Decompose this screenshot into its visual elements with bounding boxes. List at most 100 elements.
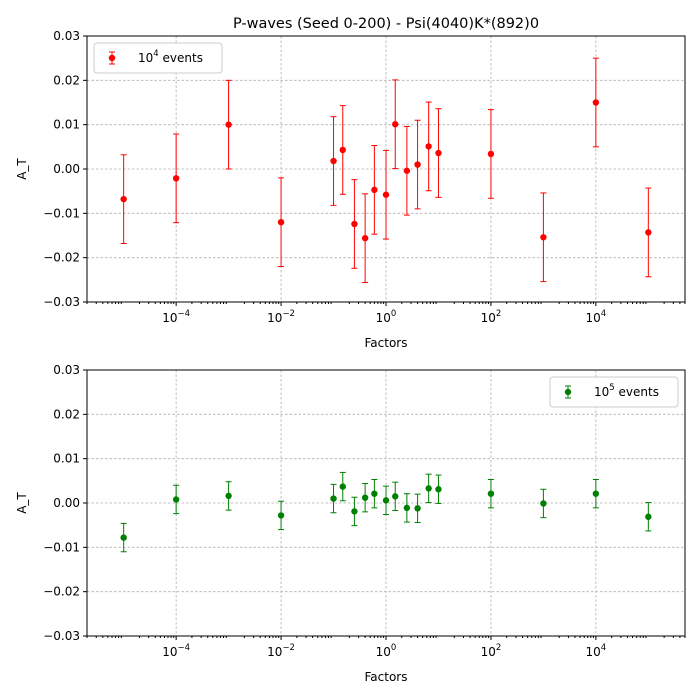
x-tick-exponent: −2 <box>282 643 295 653</box>
data-point <box>330 495 337 502</box>
y-tick-label: −0.02 <box>43 585 80 599</box>
y-tick-label: 0.00 <box>53 162 80 176</box>
data-point <box>361 494 369 501</box>
legend-base: 10 <box>138 51 153 65</box>
x-tick-label: 102 <box>481 309 502 325</box>
plot-frame <box>86 35 686 303</box>
x-tick-label: 100 <box>376 643 397 659</box>
data-point <box>425 143 432 150</box>
top-chart: 10−4 10−2 100 102 104−0.03−0.02−0.010.000.01… <box>15 16 686 350</box>
y-tick-label: 0.01 <box>53 452 80 466</box>
y-tick-label: −0.03 <box>43 295 80 309</box>
legend-label: 104 events <box>138 49 203 65</box>
x-tick-base: 10 <box>481 311 496 325</box>
legend-suffix: events <box>615 385 659 399</box>
data-point <box>277 219 285 226</box>
data-point <box>592 99 600 106</box>
data-point <box>361 234 369 242</box>
x-tick-base: 10 <box>162 311 177 325</box>
x-tick-label: 100 <box>376 309 397 325</box>
data-point <box>487 150 495 158</box>
legend-marker-point <box>108 54 116 62</box>
legend-label: 105 events <box>594 383 659 399</box>
x-tick-exponent: −4 <box>178 643 191 653</box>
legend-exponent: 4 <box>153 49 158 59</box>
data-point <box>172 496 180 503</box>
x-tick-base: 10 <box>586 645 601 659</box>
data-point <box>225 121 232 128</box>
x-tick-base: 10 <box>376 645 391 659</box>
data-point <box>371 490 378 497</box>
x-tick-exponent: 0 <box>391 309 396 319</box>
y-tick-label: 0.03 <box>53 29 80 43</box>
data-point <box>371 186 378 194</box>
data-point <box>392 121 399 128</box>
y-tick-label: 0.02 <box>53 407 80 421</box>
y-tick-label: 0.00 <box>53 496 80 510</box>
x-tick-label: 104 <box>586 643 607 659</box>
legend-exponent: 5 <box>609 383 614 393</box>
x-axis-label: Factors <box>365 336 408 350</box>
x-tick-label: 10−4 <box>162 309 190 325</box>
data-point <box>435 149 442 157</box>
x-tick-exponent: 4 <box>601 643 606 653</box>
data-point <box>592 490 600 497</box>
x-tick-label: 10−2 <box>267 309 295 325</box>
x-tick-exponent: 0 <box>391 643 396 653</box>
data-point <box>351 508 358 515</box>
x-tick-label: 10−4 <box>162 643 190 659</box>
x-axis-label: Factors <box>365 670 408 684</box>
data-point <box>339 146 346 154</box>
data-point <box>414 505 421 512</box>
data-point <box>392 493 399 500</box>
data-point <box>425 485 432 492</box>
series <box>120 471 652 553</box>
data-point <box>487 490 495 497</box>
x-tick-base: 10 <box>481 645 496 659</box>
y-tick-label: −0.03 <box>43 629 80 643</box>
data-point <box>435 486 442 493</box>
data-point <box>120 195 127 203</box>
x-tick-base: 10 <box>267 645 282 659</box>
x-tick-base: 10 <box>586 311 601 325</box>
data-point <box>382 497 390 504</box>
x-tick-exponent: 2 <box>496 309 501 319</box>
x-tick-exponent: 4 <box>601 309 606 319</box>
data-point <box>540 234 547 241</box>
plot-frame <box>86 369 686 637</box>
y-tick-label: 0.01 <box>53 118 80 132</box>
legend-suffix: events <box>159 51 203 65</box>
y-tick-label: −0.01 <box>43 206 80 220</box>
data-point <box>351 220 358 228</box>
x-tick-exponent: −4 <box>178 309 191 319</box>
legend-box <box>93 42 223 74</box>
data-point <box>339 483 346 490</box>
y-tick-label: −0.02 <box>43 251 80 265</box>
y-tick-label: −0.01 <box>43 540 80 554</box>
bottom-chart: 10−4 10−2 100 102 104−0.03−0.02−0.010.000.01… <box>15 363 686 684</box>
y-axis-label: A_T <box>15 158 29 180</box>
legend-base: 10 <box>594 385 609 399</box>
y-tick-label: 0.03 <box>53 363 80 377</box>
data-point <box>120 534 127 541</box>
data-point <box>540 500 547 507</box>
x-tick-exponent: −2 <box>282 309 295 319</box>
x-tick-base: 10 <box>267 311 282 325</box>
data-point <box>330 157 337 165</box>
data-point <box>645 229 652 236</box>
data-point <box>382 191 390 198</box>
data-point <box>172 175 180 182</box>
chart-title: P-waves (Seed 0-200) - Psi(4040)K*(892)0 <box>233 16 539 32</box>
series <box>120 57 652 283</box>
y-tick-label: 0.02 <box>53 73 80 87</box>
legend: 105 events <box>549 376 679 408</box>
x-tick-exponent: 2 <box>496 643 501 653</box>
data-point <box>414 161 421 168</box>
data-point <box>403 167 411 174</box>
x-tick-label: 102 <box>481 643 502 659</box>
data-point <box>225 492 232 500</box>
x-tick-label: 104 <box>586 309 607 325</box>
legend: 104 events <box>93 42 223 74</box>
data-point <box>645 513 652 520</box>
